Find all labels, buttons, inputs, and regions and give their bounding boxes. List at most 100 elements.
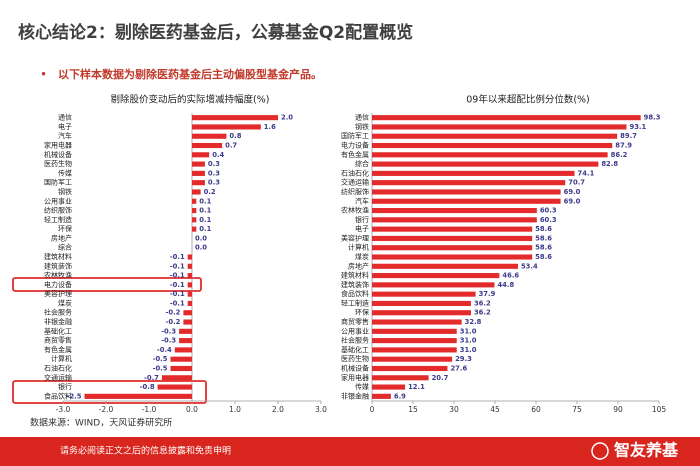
x-tick-label: 45	[490, 405, 500, 414]
value-label: -0.5	[153, 364, 168, 372]
bar	[372, 124, 627, 130]
value-label: 0.3	[208, 179, 220, 187]
value-label: -0.3	[161, 337, 176, 345]
bar	[372, 207, 537, 214]
category-label: 食品饮料	[44, 391, 72, 400]
footer-band	[0, 437, 700, 466]
category-label: 环保	[355, 308, 369, 317]
value-label: -0.1	[170, 290, 185, 298]
value-label: -0.1	[170, 253, 185, 261]
bar	[187, 273, 192, 279]
value-label: 0.1	[199, 197, 211, 205]
value-label: 86.2	[611, 151, 628, 159]
category-label: 电子	[355, 224, 369, 233]
value-label: 69.0	[564, 197, 581, 205]
bullet-text: 以下样本数据为剔除医药基金后主动偏股型基金产品。	[58, 67, 322, 81]
category-label: 石油石化	[341, 168, 369, 177]
bar	[372, 235, 533, 241]
bar	[161, 375, 192, 381]
category-label: 钢铁	[355, 122, 369, 131]
bar	[372, 152, 608, 158]
bar	[372, 319, 462, 325]
category-label: 基础化工	[44, 326, 72, 335]
value-label: 36.2	[474, 309, 491, 317]
category-label: 建筑材料	[44, 252, 72, 261]
bar	[372, 170, 575, 176]
bar	[187, 300, 192, 307]
value-label: 60.3	[540, 216, 557, 224]
value-label: 0.3	[208, 169, 220, 177]
value-label: 31.0	[460, 337, 477, 345]
x-tick-label: 75	[572, 405, 582, 414]
bar	[372, 365, 448, 372]
category-label: 美容护理	[341, 233, 369, 242]
bar	[192, 207, 197, 214]
category-label: 煤炭	[58, 298, 72, 307]
value-label: 74.1	[578, 169, 595, 177]
value-label: 69.0	[564, 188, 581, 196]
value-label: 1.6	[264, 123, 276, 131]
category-label: 环保	[58, 224, 72, 233]
bar	[372, 300, 471, 307]
category-label: 房地产	[348, 261, 369, 270]
chart-title: 09年以来超配比例分位数(%)	[466, 94, 590, 106]
bar	[187, 263, 192, 269]
value-label: -0.1	[170, 262, 185, 270]
value-label: 29.3	[455, 355, 472, 363]
value-label: 58.6	[535, 244, 552, 252]
bar	[84, 393, 192, 399]
value-label: 60.3	[540, 207, 557, 215]
value-label: 58.6	[535, 234, 552, 242]
category-label: 商贸零售	[44, 336, 72, 345]
category-label: 公用事业	[341, 326, 369, 335]
category-label: 计算机	[51, 354, 72, 363]
bar	[372, 115, 641, 121]
category-label: 汽车	[58, 131, 72, 140]
category-label: 基础化工	[341, 345, 369, 354]
bar	[192, 180, 205, 186]
bar	[183, 319, 192, 325]
value-label: 20.7	[432, 374, 449, 382]
category-label: 公用事业	[44, 196, 72, 205]
x-tick-label: -3.0	[56, 405, 71, 414]
value-label: 0.2	[204, 188, 216, 196]
highlight-box	[12, 277, 202, 292]
value-label: 0.8	[229, 132, 241, 140]
footer-text: 请务必阅读正文之后的信息披露和免责申明	[60, 445, 231, 457]
value-label: 0.1	[199, 207, 211, 215]
category-label: 钢铁	[58, 187, 72, 196]
category-label: 传媒	[355, 382, 369, 391]
value-label: -2.5	[67, 392, 82, 400]
bar	[372, 375, 429, 381]
x-tick-label: -2.0	[99, 405, 114, 414]
category-label: 农林牧渔	[341, 206, 369, 215]
value-label: 98.3	[644, 114, 661, 122]
category-label: 纺织服饰	[44, 206, 72, 215]
value-label: -0.2	[166, 309, 181, 317]
bar	[372, 291, 476, 297]
value-label: 0.1	[199, 216, 211, 224]
value-label: -0.5	[153, 355, 168, 363]
category-label: 电子	[58, 122, 72, 131]
category-label: 建筑装饰	[44, 261, 72, 270]
bar	[192, 161, 205, 167]
category-label: 美容护理	[44, 289, 72, 298]
bar	[372, 356, 453, 362]
value-label: 0.4	[212, 151, 224, 159]
bullet-dot: •	[40, 68, 47, 82]
category-label: 综合	[58, 243, 72, 252]
bar	[372, 133, 618, 139]
bar	[192, 152, 210, 158]
x-tick-label: 90	[613, 405, 623, 414]
value-label: 0.0	[195, 244, 207, 252]
category-label: 家用电器	[341, 373, 369, 382]
category-label: 银行	[58, 382, 72, 391]
category-label: 医药生物	[341, 354, 369, 363]
x-tick-label: 0	[370, 405, 375, 414]
category-label: 电力设备	[341, 141, 369, 150]
category-label: 煤炭	[355, 252, 369, 261]
bar	[372, 226, 533, 232]
logo-icon	[591, 442, 609, 460]
bar	[174, 347, 192, 353]
